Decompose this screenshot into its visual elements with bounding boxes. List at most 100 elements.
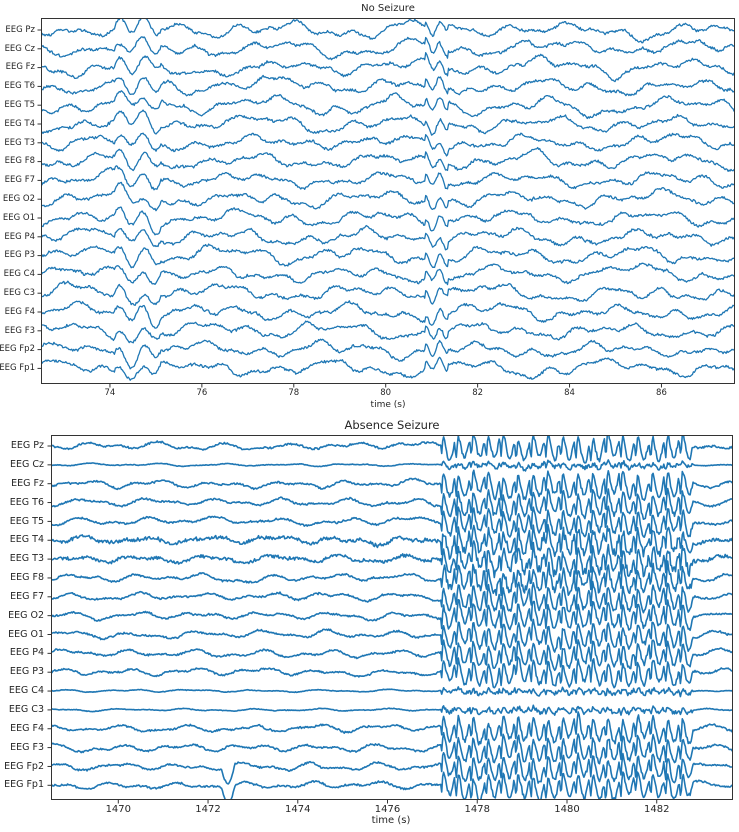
channel-label: EEG T5 xyxy=(9,515,44,527)
channel-label: EEG F3 xyxy=(4,325,35,336)
channel-label: EEG O2 xyxy=(8,609,44,621)
channel-label: EEG T5 xyxy=(4,99,35,110)
eeg-trace-o2 xyxy=(51,598,733,632)
channel-label: EEG Fp1 xyxy=(4,779,44,791)
chart-title: No Seizure xyxy=(361,3,415,14)
x-tick-label: 1470 xyxy=(105,804,132,815)
eeg-trace-fp2 xyxy=(51,751,733,785)
channel-label: EEG T4 xyxy=(9,534,44,546)
eeg-plot-area xyxy=(37,18,735,388)
eeg-traces xyxy=(51,435,733,800)
eeg-trace-p3 xyxy=(51,656,733,689)
eeg-trace-c3 xyxy=(51,704,733,716)
x-tick-label: 1474 xyxy=(285,804,311,815)
channel-label: EEG F7 xyxy=(10,590,44,602)
plot-frame xyxy=(51,435,733,800)
channel-label: EEG Cz xyxy=(4,43,35,54)
channel-label: EEG Fz xyxy=(5,62,35,73)
eeg-trace-t5 xyxy=(41,90,735,120)
x-tick-label: 78 xyxy=(288,388,300,398)
eeg-trace-cz xyxy=(41,36,735,61)
x-tick-label: 1476 xyxy=(374,804,401,815)
eeg-trace-fp2 xyxy=(41,338,735,370)
eeg-trace-c3 xyxy=(41,280,735,306)
channel-label: EEG P4 xyxy=(4,231,35,242)
eeg-trace-p3 xyxy=(41,243,735,269)
eeg-trace-t3 xyxy=(51,540,733,579)
channel-label: EEG P3 xyxy=(9,666,44,678)
channel-label: EEG F4 xyxy=(10,722,44,734)
channel-label: EEG C3 xyxy=(3,287,35,298)
channel-label: EEG T6 xyxy=(4,81,35,92)
channel-label: EEG F8 xyxy=(10,572,44,584)
channel-label: EEG Fp1 xyxy=(0,363,35,374)
channel-label: EEG F8 xyxy=(4,156,35,167)
eeg-trace-t6 xyxy=(41,74,735,97)
channel-label: EEG Pz xyxy=(10,440,44,452)
eeg-trace-f4 xyxy=(41,300,735,329)
channel-label: EEG O1 xyxy=(8,628,44,640)
eeg-trace-t4 xyxy=(41,109,735,136)
eeg-trace-pz xyxy=(51,435,733,464)
chart-title: Absence Seizure xyxy=(344,418,440,432)
eeg-trace-fp1 xyxy=(41,356,735,381)
eeg-trace-f3 xyxy=(51,731,733,765)
eeg-trace-p4 xyxy=(51,639,733,672)
x-tick-label: 86 xyxy=(656,388,667,398)
channel-label: EEG C4 xyxy=(8,685,44,697)
eeg-trace-t5 xyxy=(51,505,733,539)
x-tick-label: 76 xyxy=(196,388,208,398)
channel-label: EEG Fz xyxy=(11,477,44,489)
channel-label: EEG C3 xyxy=(8,704,44,715)
x-tick-label: 1472 xyxy=(195,804,221,815)
eeg-trace-cz xyxy=(51,459,733,472)
channel-label: EEG O2 xyxy=(2,193,35,204)
eeg-trace-f8 xyxy=(51,560,733,597)
eeg-trace-t6 xyxy=(51,487,733,522)
eeg-trace-o1 xyxy=(41,206,735,236)
eeg-trace-o1 xyxy=(51,618,733,653)
plot-frame xyxy=(41,18,735,384)
eeg-trace-fp1 xyxy=(51,771,733,800)
channel-label: EEG T4 xyxy=(4,118,35,129)
channel-label: EEG T3 xyxy=(9,553,44,565)
channel-label: EEG Fp2 xyxy=(0,344,35,355)
eeg-trace-o2 xyxy=(41,181,735,212)
channel-label: EEG P3 xyxy=(4,250,35,261)
channel-label: EEG Fp2 xyxy=(4,760,44,772)
x-tick-label: 1480 xyxy=(554,804,580,815)
eeg-trace-f7 xyxy=(41,165,735,191)
channel-label: EEG C4 xyxy=(3,269,35,280)
no-seizure-panel: No Seizure EEG Pz EEG Cz EEG Fz EEG T6 EEG T… xyxy=(0,0,739,410)
eeg-trace-c4 xyxy=(51,686,733,698)
channel-label: EEG F4 xyxy=(4,306,35,317)
x-tick-label: 82 xyxy=(472,388,484,398)
eeg-trace-f7 xyxy=(51,580,733,614)
channel-label: EEG T3 xyxy=(4,137,35,148)
eeg-trace-fz xyxy=(41,52,735,83)
eeg-trace-f8 xyxy=(41,146,735,172)
x-tick-label: 74 xyxy=(104,388,116,398)
channel-label: EEG F3 xyxy=(10,741,44,753)
channel-label: EEG F7 xyxy=(4,175,35,186)
eeg-trace-c4 xyxy=(41,262,735,286)
eeg-trace-pz xyxy=(41,18,735,44)
channel-label: EEG T6 xyxy=(9,496,44,508)
channel-label: EEG Pz xyxy=(5,24,35,35)
x-axis-label: time (s) xyxy=(370,400,406,410)
eeg-trace-t4 xyxy=(51,523,733,560)
x-tick-label: 1482 xyxy=(643,804,670,815)
eeg-trace-fz xyxy=(51,469,733,502)
x-tick-label: 84 xyxy=(564,388,575,398)
x-axis-label: time (s) xyxy=(371,815,411,826)
x-tick-label: 80 xyxy=(380,388,392,398)
eeg-trace-t3 xyxy=(41,132,735,157)
x-tick-label: 1478 xyxy=(464,804,490,815)
eeg-trace-f3 xyxy=(41,320,735,344)
eeg-traces xyxy=(41,18,735,381)
channel-label: EEG P4 xyxy=(9,647,44,659)
eeg-trace-f4 xyxy=(51,711,733,746)
eeg-trace-p4 xyxy=(41,224,735,251)
